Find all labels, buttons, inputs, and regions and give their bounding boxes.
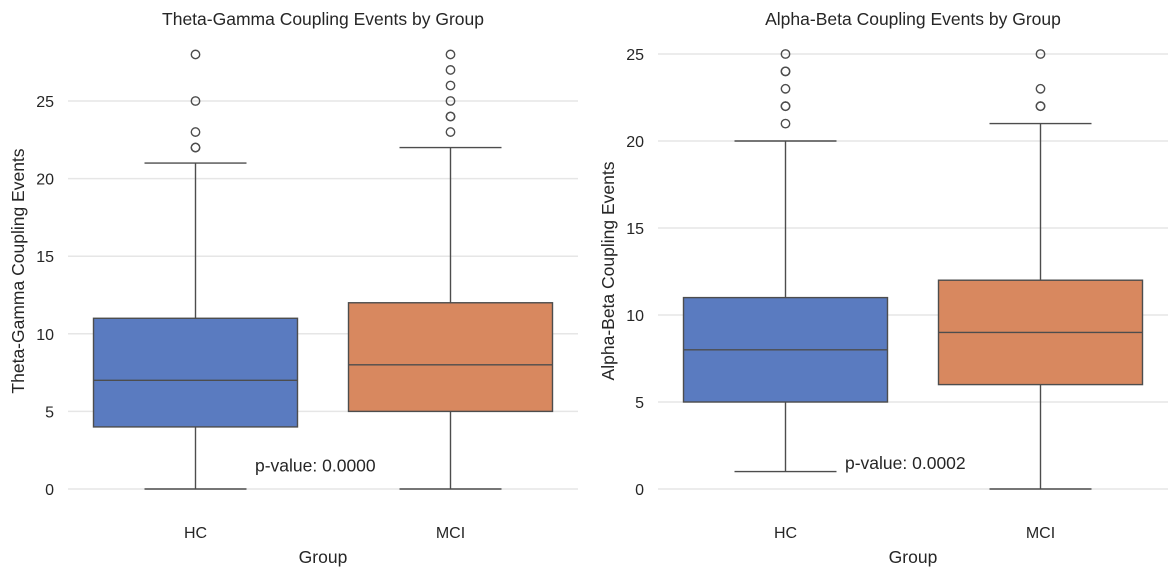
y-tick-label: 5 [45,404,54,421]
x-tick-label: MCI [1026,525,1055,542]
y-tick-label: 20 [36,172,54,189]
outlier-point [190,127,201,137]
outlier-point [445,96,456,106]
outlier-point [445,49,456,60]
y-tick-label: 10 [36,327,54,344]
theta-gamma-panel: Theta-Gamma Coupling Events by Group 0 5 1… [8,9,578,567]
outlier-point [1035,101,1046,112]
y-tick-label: 0 [635,482,644,499]
box-hc [92,49,299,490]
box-mci [347,49,554,490]
chart-title: Theta-Gamma Coupling Events by Group [162,9,484,29]
outlier-point [445,80,456,91]
outlier-point [1035,49,1046,59]
y-axis-label: Alpha-Beta Coupling Events [598,161,618,380]
outlier-point [1035,83,1046,94]
outlier-point [445,127,456,137]
iqr-box [347,302,554,413]
outlier-point [190,49,201,60]
y-tick-label: 15 [36,249,54,266]
x-axis-label: Group [889,547,938,567]
y-axis-label: Theta-Gamma Coupling Events [8,148,28,393]
y-tick-label: 25 [626,47,644,64]
y-tick-label: 0 [45,482,54,499]
box-mci [937,49,1144,490]
x-tick-label: HC [774,525,797,542]
y-tick-label: 10 [626,308,644,325]
iqr-box [92,317,299,428]
outlier-point [190,142,201,153]
outlier-point [780,66,791,77]
box-hc [682,49,889,473]
x-axis-label: Group [299,547,348,567]
outlier-point [190,96,201,106]
outlier-point [445,65,456,75]
p-value-annotation: p-value: 0.0000 [255,456,376,476]
y-tick-label: 20 [626,134,644,151]
outlier-point [445,111,456,122]
x-tick-label: HC [184,525,207,542]
y-tick-label: 15 [626,221,644,238]
outlier-point [780,83,791,94]
x-tick-label: MCI [436,525,465,542]
y-tick-label: 5 [635,395,644,412]
outlier-point [780,49,791,59]
alpha-beta-panel: Alpha-Beta Coupling Events by Group 0 5 10… [598,9,1168,567]
outlier-point [780,118,791,129]
y-tick-label: 25 [36,94,54,111]
chart-title: Alpha-Beta Coupling Events by Group [765,9,1061,29]
p-value-annotation: p-value: 0.0002 [845,453,966,473]
outlier-point [780,101,791,112]
